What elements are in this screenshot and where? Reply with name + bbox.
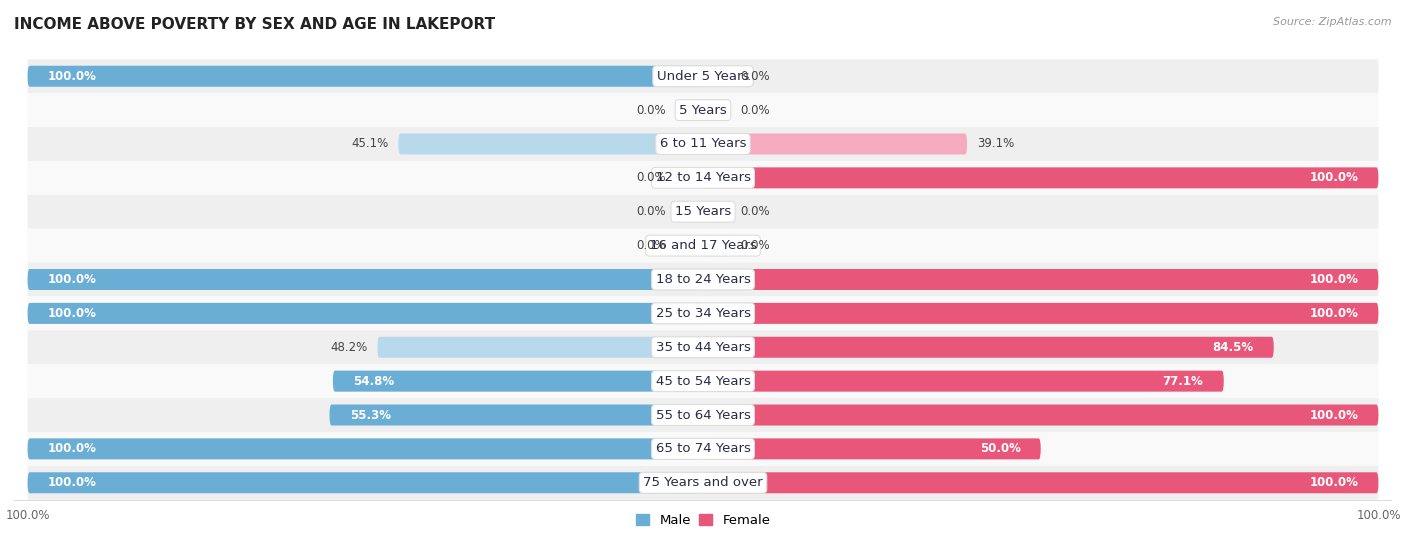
Text: 54.8%: 54.8% [353,375,394,387]
Text: INCOME ABOVE POVERTY BY SEX AND AGE IN LAKEPORT: INCOME ABOVE POVERTY BY SEX AND AGE IN L… [14,17,495,32]
FancyBboxPatch shape [703,405,1378,425]
Text: 5 Years: 5 Years [679,103,727,117]
FancyBboxPatch shape [28,66,703,87]
FancyBboxPatch shape [28,263,1378,296]
FancyBboxPatch shape [28,59,1378,93]
Text: 0.0%: 0.0% [740,239,769,252]
Text: Source: ZipAtlas.com: Source: ZipAtlas.com [1274,17,1392,27]
Text: 100.0%: 100.0% [1309,476,1358,489]
FancyBboxPatch shape [28,161,1378,195]
FancyBboxPatch shape [28,303,703,324]
Text: 18 to 24 Years: 18 to 24 Years [655,273,751,286]
Text: 0.0%: 0.0% [740,103,769,117]
FancyBboxPatch shape [28,195,1378,229]
Text: 77.1%: 77.1% [1163,375,1204,387]
FancyBboxPatch shape [703,100,730,121]
Text: 100.0%: 100.0% [1309,409,1358,421]
Text: 0.0%: 0.0% [637,172,666,184]
FancyBboxPatch shape [377,337,703,358]
FancyBboxPatch shape [703,66,730,87]
Text: 15 Years: 15 Years [675,205,731,218]
FancyBboxPatch shape [676,167,703,188]
FancyBboxPatch shape [28,472,703,493]
Text: 0.0%: 0.0% [637,239,666,252]
Text: 65 to 74 Years: 65 to 74 Years [655,442,751,456]
Text: 35 to 44 Years: 35 to 44 Years [655,341,751,354]
FancyBboxPatch shape [333,371,703,392]
Legend: Male, Female: Male, Female [630,509,776,532]
FancyBboxPatch shape [28,432,1378,466]
FancyBboxPatch shape [676,235,703,256]
Text: 100.0%: 100.0% [1309,172,1358,184]
FancyBboxPatch shape [28,466,1378,500]
FancyBboxPatch shape [28,296,1378,330]
Text: 100.0%: 100.0% [48,442,97,456]
Text: 100.0%: 100.0% [48,307,97,320]
FancyBboxPatch shape [28,330,1378,364]
Text: 48.2%: 48.2% [330,341,367,354]
FancyBboxPatch shape [703,438,1040,459]
FancyBboxPatch shape [703,134,967,154]
Text: 100.0%: 100.0% [1309,307,1358,320]
Text: 16 and 17 Years: 16 and 17 Years [650,239,756,252]
Text: 50.0%: 50.0% [980,442,1021,456]
FancyBboxPatch shape [703,472,1378,493]
Text: 0.0%: 0.0% [637,205,666,218]
FancyBboxPatch shape [28,364,1378,398]
Text: 0.0%: 0.0% [740,205,769,218]
Text: 45.1%: 45.1% [352,138,388,150]
FancyBboxPatch shape [28,438,703,459]
FancyBboxPatch shape [398,134,703,154]
FancyBboxPatch shape [676,201,703,222]
Text: 39.1%: 39.1% [977,138,1015,150]
FancyBboxPatch shape [28,398,1378,432]
FancyBboxPatch shape [28,229,1378,263]
Text: 55.3%: 55.3% [350,409,391,421]
Text: 75 Years and over: 75 Years and over [643,476,763,489]
FancyBboxPatch shape [703,235,730,256]
FancyBboxPatch shape [28,93,1378,127]
Text: Under 5 Years: Under 5 Years [657,70,749,83]
Text: 100.0%: 100.0% [48,273,97,286]
FancyBboxPatch shape [329,405,703,425]
FancyBboxPatch shape [703,167,1378,188]
Text: 0.0%: 0.0% [740,70,769,83]
FancyBboxPatch shape [703,201,730,222]
FancyBboxPatch shape [703,269,1378,290]
FancyBboxPatch shape [703,303,1378,324]
Text: 12 to 14 Years: 12 to 14 Years [655,172,751,184]
FancyBboxPatch shape [703,371,1223,392]
Text: 84.5%: 84.5% [1212,341,1254,354]
Text: 100.0%: 100.0% [1309,273,1358,286]
FancyBboxPatch shape [703,337,1274,358]
FancyBboxPatch shape [676,100,703,121]
FancyBboxPatch shape [28,127,1378,161]
FancyBboxPatch shape [28,269,703,290]
Text: 25 to 34 Years: 25 to 34 Years [655,307,751,320]
Text: 100.0%: 100.0% [48,70,97,83]
Text: 45 to 54 Years: 45 to 54 Years [655,375,751,387]
Text: 100.0%: 100.0% [48,476,97,489]
Text: 6 to 11 Years: 6 to 11 Years [659,138,747,150]
Text: 55 to 64 Years: 55 to 64 Years [655,409,751,421]
Text: 0.0%: 0.0% [637,103,666,117]
